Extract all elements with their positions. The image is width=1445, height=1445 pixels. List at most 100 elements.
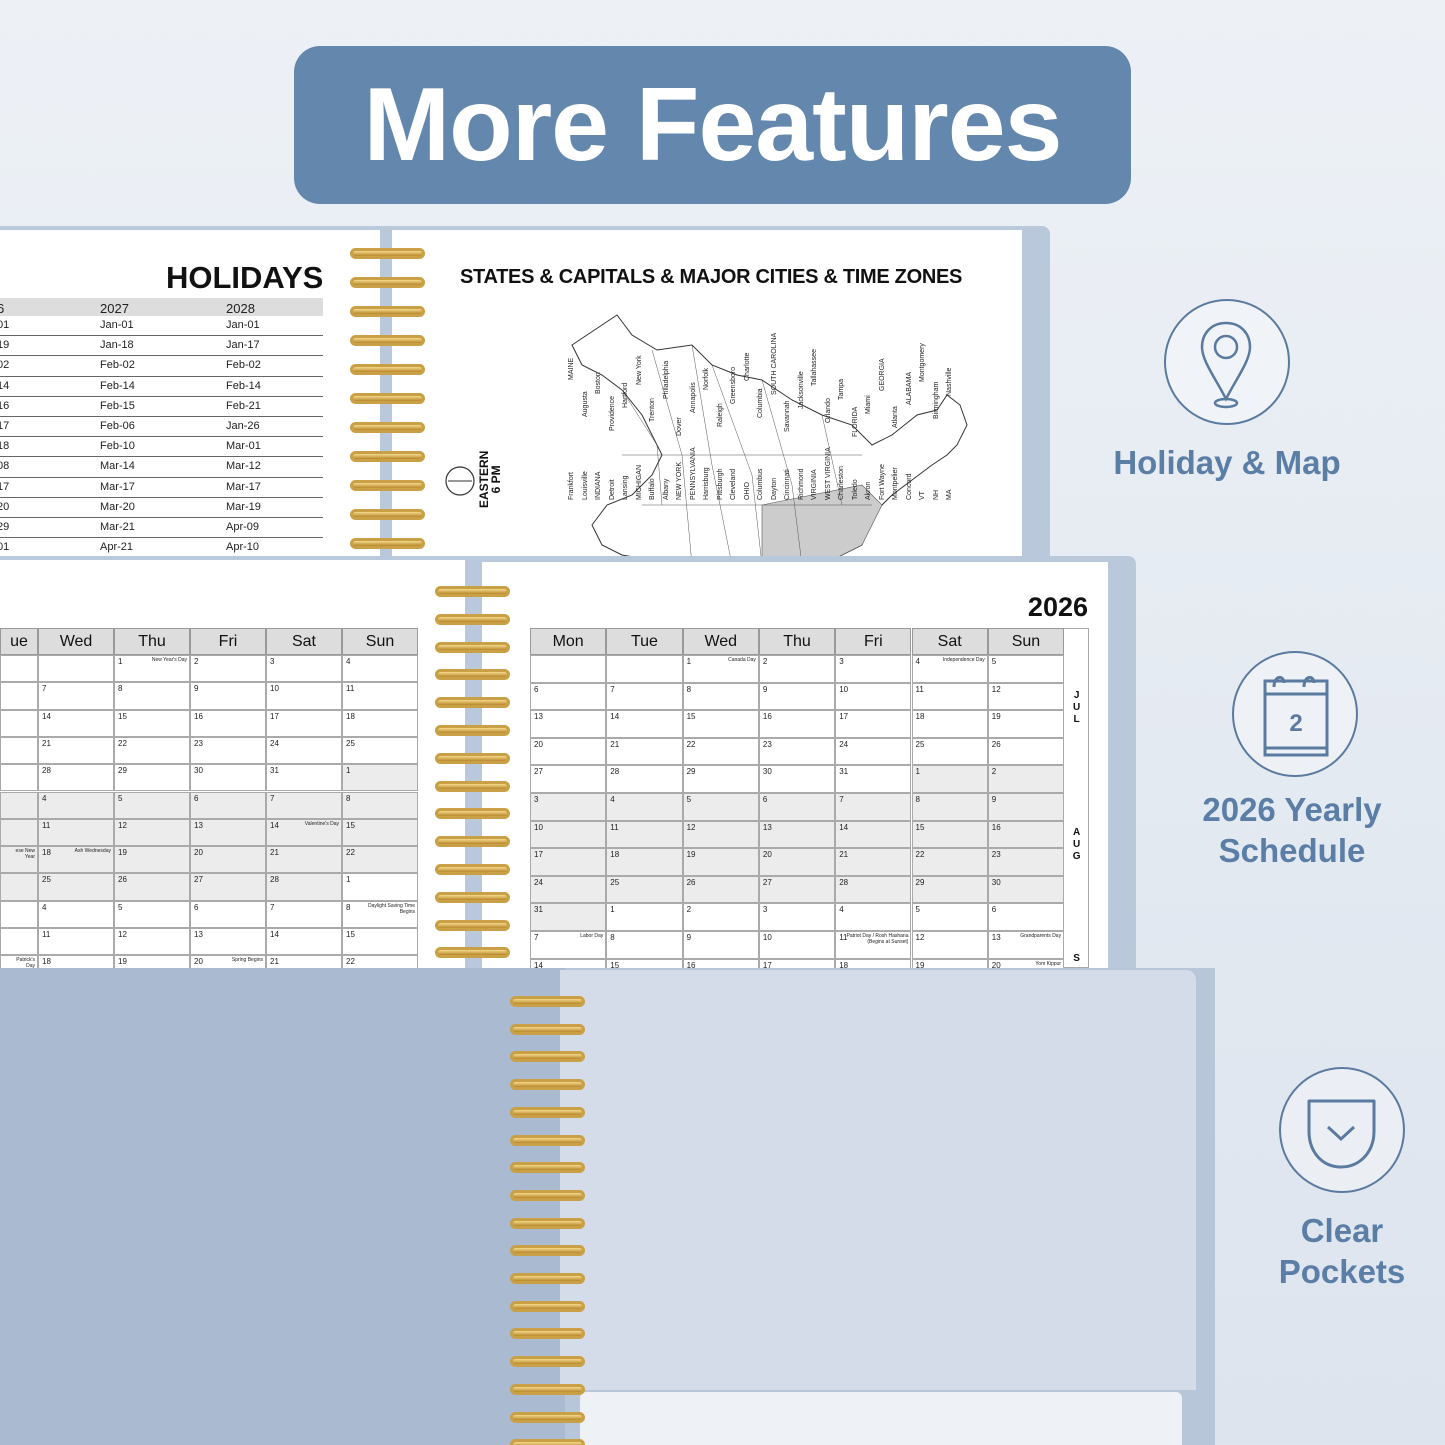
calendar-day-cell[interactable]: 25 [342,736,418,765]
calendar-day-cell[interactable]: 21 [38,736,114,765]
calendar-day-cell[interactable]: 4 [38,791,114,819]
calendar-day-cell[interactable]: 9 [682,931,759,959]
calendar-day-cell[interactable]: 19 [114,955,190,968]
calendar-day-cell[interactable]: 21 [835,848,912,876]
calendar-day-cell[interactable]: 9 [758,682,836,711]
calendar-day-cell[interactable]: 22 [342,955,418,968]
calendar-day-cell[interactable]: 14 [530,958,607,968]
calendar-day-cell[interactable]: 11 [911,682,988,711]
calendar-day-cell[interactable]: 2 [682,903,759,931]
calendar-day-cell[interactable]: 24 [530,875,607,904]
calendar-day-cell[interactable]: 24 [835,737,912,766]
calendar-day-cell[interactable]: 30 [190,764,266,792]
calendar-day-cell[interactable]: 28 [266,873,342,901]
calendar-day-cell[interactable]: 22 [682,737,759,766]
calendar-day-cell[interactable]: 5 [911,903,988,931]
calendar-day-cell[interactable]: 6 [758,793,836,821]
calendar-day-cell[interactable]: 12 [911,931,988,959]
calendar-day-cell[interactable]: 28 [38,764,114,792]
calendar-day-cell[interactable]: 20 [530,737,607,766]
calendar-day-cell[interactable]: 30 [987,875,1065,904]
calendar-day-cell[interactable]: 15 [682,710,759,738]
calendar-day-cell[interactable]: 5 [987,655,1065,683]
calendar-day-cell[interactable]: 15 [342,818,418,847]
calendar-day-cell[interactable] [0,791,38,819]
calendar-day-cell[interactable]: 23 [987,848,1065,876]
calendar-day-cell[interactable]: 31 [835,765,912,793]
calendar-day-cell[interactable]: 16 [758,710,836,738]
calendar-day-cell[interactable]: 1 [342,764,418,792]
calendar-day-cell[interactable]: 20 [758,848,836,876]
calendar-day-cell[interactable]: 3 [758,903,836,931]
calendar-day-cell[interactable]: 13 [190,928,266,956]
calendar-day-cell[interactable]: 27 [758,875,836,904]
calendar-day-cell[interactable]: 16 [190,709,266,737]
calendar-day-cell[interactable]: 10 [758,931,836,959]
calendar-day-cell[interactable]: 10 [266,682,342,710]
calendar-day-cell[interactable]: 13 [530,710,607,738]
calendar-day-cell[interactable]: 2 [987,765,1065,793]
calendar-day-cell[interactable]: 22 [911,848,988,876]
calendar-day-cell[interactable]: 1 [606,903,683,931]
calendar-day-cell[interactable]: 26 [987,737,1065,766]
calendar-day-cell[interactable]: 29 [682,765,759,793]
calendar-day-cell[interactable]: 13 [758,820,836,849]
calendar-day-cell[interactable] [0,818,38,847]
calendar-day-cell[interactable]: 16 [987,820,1065,849]
calendar-day-cell[interactable]: 20 [190,846,266,874]
calendar-day-cell[interactable]: 7 [835,793,912,821]
calendar-day-cell[interactable]: 10 [530,820,607,849]
calendar-day-cell[interactable] [0,682,38,710]
calendar-day-cell[interactable]: 7 [38,682,114,710]
calendar-day-cell[interactable]: 11 [342,682,418,710]
calendar-day-cell[interactable]: 21 [606,737,683,766]
calendar-day-cell[interactable]: 26 [114,873,190,901]
calendar-day-cell[interactable]: 20 Spring Begins [190,955,266,968]
calendar-day-cell[interactable]: 4 [38,900,114,928]
calendar-day-cell[interactable]: 6 [190,791,266,819]
calendar-day-cell[interactable]: 17 [530,848,607,876]
calendar-day-cell[interactable]: 2 [190,655,266,683]
calendar-day-cell[interactable]: 27 [530,765,607,793]
calendar-day-cell[interactable]: 22 [114,736,190,765]
calendar-day-cell[interactable]: 31 [530,903,607,931]
calendar-day-cell[interactable]: 10 [835,682,912,711]
calendar-day-cell[interactable]: 1 [911,765,988,793]
calendar-day-cell[interactable]: 3 [530,793,607,821]
calendar-day-cell[interactable]: 24 [266,736,342,765]
calendar-day-cell[interactable]: 15 [911,820,988,849]
calendar-day-cell[interactable]: 4 [835,903,912,931]
calendar-day-cell[interactable]: 14 [266,928,342,956]
calendar-day-cell[interactable]: 29 [114,764,190,792]
calendar-day-cell[interactable]: 9 [987,793,1065,821]
calendar-day-cell[interactable]: 15 [114,709,190,737]
calendar-day-cell[interactable]: 11 [38,928,114,956]
calendar-day-cell[interactable]: 6 [530,682,607,711]
calendar-day-cell[interactable]: 3 [266,655,342,683]
calendar-day-cell[interactable]: Patrick's Day [0,955,38,968]
calendar-day-cell[interactable]: 1 Canada Day [682,655,759,683]
calendar-day-cell[interactable]: 8 [682,682,759,711]
calendar-day-cell[interactable]: 8 [342,791,418,819]
calendar-day-cell[interactable]: 25 [911,737,988,766]
calendar-day-cell[interactable] [0,873,38,901]
calendar-day-cell[interactable] [0,900,38,928]
calendar-day-cell[interactable]: 7 Labor Day [530,931,607,959]
calendar-day-cell[interactable]: 26 [682,875,759,904]
calendar-day-cell[interactable]: 23 [758,737,836,766]
calendar-day-cell[interactable]: 7 [266,900,342,928]
calendar-day-cell[interactable]: 17 [758,958,836,968]
calendar-day-cell[interactable]: 14 Valentine's Day [266,818,342,847]
calendar-day-cell[interactable]: 8 Daylight Saving Time Begins [342,900,418,928]
calendar-day-cell[interactable]: 14 [38,709,114,737]
calendar-day-cell[interactable]: 25 [606,875,683,904]
calendar-day-cell[interactable]: 11 [606,820,683,849]
calendar-day-cell[interactable]: 8 [114,682,190,710]
calendar-day-cell[interactable] [0,928,38,956]
calendar-day-cell[interactable]: 18 [835,958,912,968]
calendar-day-cell[interactable]: 12 [987,682,1065,711]
calendar-day-cell[interactable]: 31 [266,764,342,792]
calendar-day-cell[interactable]: 17 [266,709,342,737]
calendar-day-cell[interactable]: 7 [266,791,342,819]
calendar-day-cell[interactable]: 18 Ash Wednesday [38,846,114,874]
